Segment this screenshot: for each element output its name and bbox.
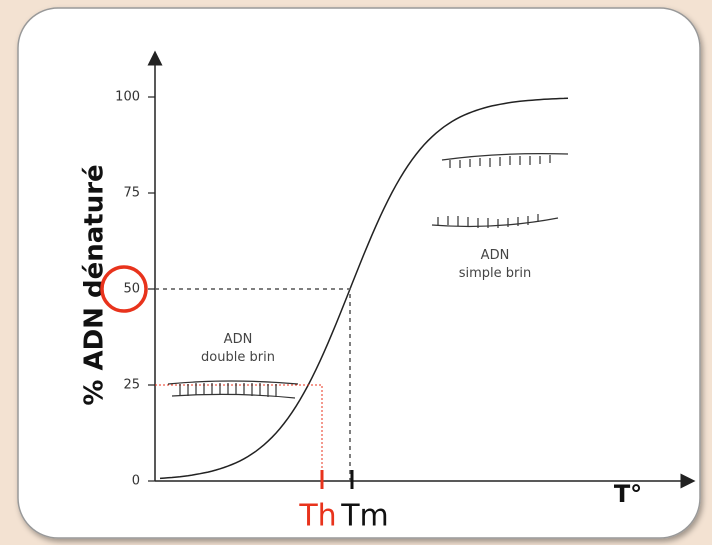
- denaturation-curve: [159, 97, 569, 480]
- y-tick-label: 75: [123, 186, 140, 201]
- th-label: Th: [298, 499, 336, 534]
- double-strand-title: ADN: [224, 332, 253, 347]
- y-tick-label: 0: [132, 474, 140, 489]
- single-strand-title: ADN: [481, 248, 510, 263]
- tm-guide: [155, 288, 351, 481]
- y-tick-label: 50: [123, 282, 140, 297]
- double-strand-subtitle: double brin: [201, 350, 275, 365]
- single-strand-subtitle: simple brin: [459, 266, 532, 281]
- card: [17, 7, 701, 539]
- tm-label: Tm: [340, 499, 389, 534]
- y-tick-label: 100: [115, 90, 140, 105]
- dna-icons: [167, 153, 569, 399]
- y-tick-label: 25: [123, 378, 140, 393]
- highlight-circle: [100, 265, 148, 313]
- y-axis-label: % ADN dénaturé: [80, 164, 110, 405]
- x-axis-label: T°: [614, 480, 642, 508]
